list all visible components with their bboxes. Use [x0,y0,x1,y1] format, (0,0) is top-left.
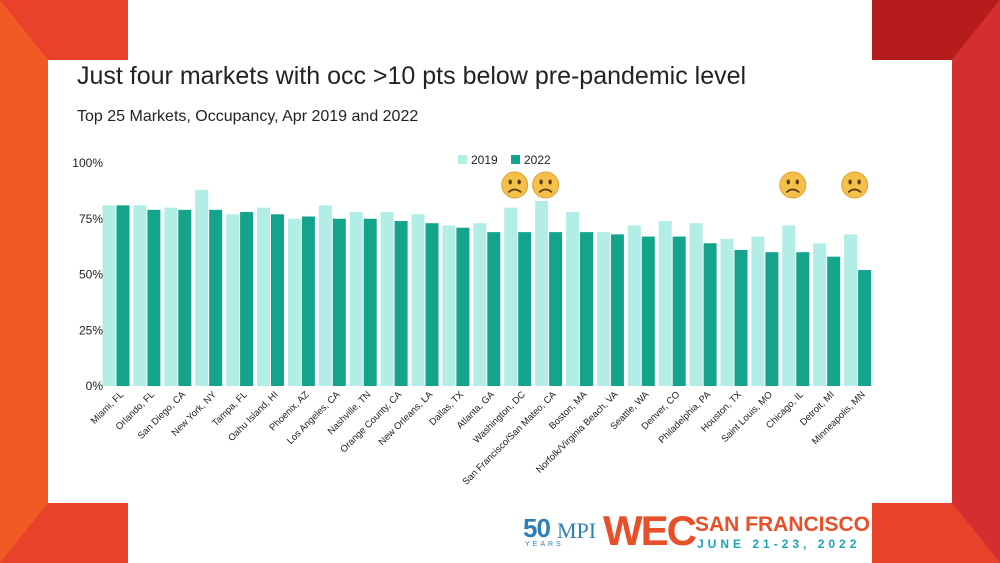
bar-2019 [751,236,765,386]
bar-2019 [318,205,332,386]
bar-2019 [133,205,147,386]
bar-2022 [641,236,655,386]
legend: 2019 2022 [458,153,551,167]
logo-anniversary: 50 [523,513,551,543]
bar-2019 [566,212,579,386]
bar-2022 [178,209,192,386]
bar-2019 [473,223,487,386]
bar-2019 [844,234,858,386]
legend-label: 2022 [524,153,551,167]
bar-2019 [596,232,610,386]
bar-2019 [349,212,363,386]
y-tick-label: 100% [72,156,103,170]
bar-2019 [226,214,240,386]
logo-years: YEARS [525,541,564,548]
bar-2019 [102,205,116,386]
bar-2022 [363,218,377,386]
bar-2022 [518,232,532,386]
frown-emoji-icon [532,171,560,199]
bar-2022 [765,252,779,386]
slide-subtitle: Top 25 Markets, Occupancy, Apr 2019 and … [77,108,419,125]
frown-emoji-icon [841,171,869,199]
bar-2019 [380,212,394,386]
logo-event: WEC [603,507,697,554]
frown-emoji-icon [779,171,807,199]
bar-2022 [672,236,686,386]
x-tick-label: New Orleans, LA [377,389,436,448]
bar-2019 [689,223,703,386]
bar-2022 [734,249,748,386]
bars [102,189,872,386]
legend-swatch [511,155,520,164]
bar-2019 [658,220,672,386]
bar-2019 [411,214,425,386]
slide-title: Just four markets with occ >10 pts below… [77,62,747,90]
logo-dates: JUNE 21-23, 2022 [697,537,861,551]
bar-2022 [580,232,593,386]
bar-2022 [116,205,130,386]
bar-2022 [332,218,346,386]
bar-2019 [782,225,796,386]
bar-2019 [287,218,301,386]
y-axis: 100% 75% 50% 25% 0% [72,156,103,393]
decorative-frame-right [872,0,1000,563]
bar-2022 [425,223,439,386]
legend-label: 2019 [471,153,498,167]
bar-2019 [442,225,456,386]
bar-2022 [456,227,470,386]
bar-2019 [627,225,641,386]
y-tick-label: 25% [79,323,103,337]
bar-2022 [858,270,872,386]
bar-2022 [271,214,284,386]
bar-2022 [240,212,254,386]
bar-2019 [257,207,270,386]
y-tick-label: 50% [79,268,103,282]
x-tick-label: Minneapolis, MN [810,389,868,447]
bar-2022 [487,232,501,386]
y-tick-label: 0% [86,379,104,393]
frown-emoji-icon [501,171,529,199]
bar-2019 [195,189,209,386]
bar-2019 [813,243,827,386]
bar-2022 [610,234,624,386]
logo-city: SAN FRANCISCO [695,513,871,536]
bar-2022 [827,256,841,386]
bar-2022 [703,243,717,386]
bar-2022 [549,232,563,386]
bar-2022 [394,220,408,386]
bar-2019 [535,200,549,386]
bar-2022 [209,209,223,386]
decorative-frame-left [0,0,128,563]
y-tick-label: 75% [79,212,103,226]
bar-2022 [147,209,161,386]
annotations [501,171,869,199]
event-logo: 50 MPI YEARS WEC SAN FRANCISCO JUNE 21-2… [523,507,870,554]
bar-2019 [720,238,734,386]
legend-swatch [458,155,467,164]
bar-2022 [796,252,810,386]
logo-org: MPI [557,518,597,543]
bar-2019 [504,207,518,386]
bar-2019 [164,207,178,386]
x-tick-label: Los Angeles, CA [285,389,343,447]
bar-2022 [301,216,315,386]
